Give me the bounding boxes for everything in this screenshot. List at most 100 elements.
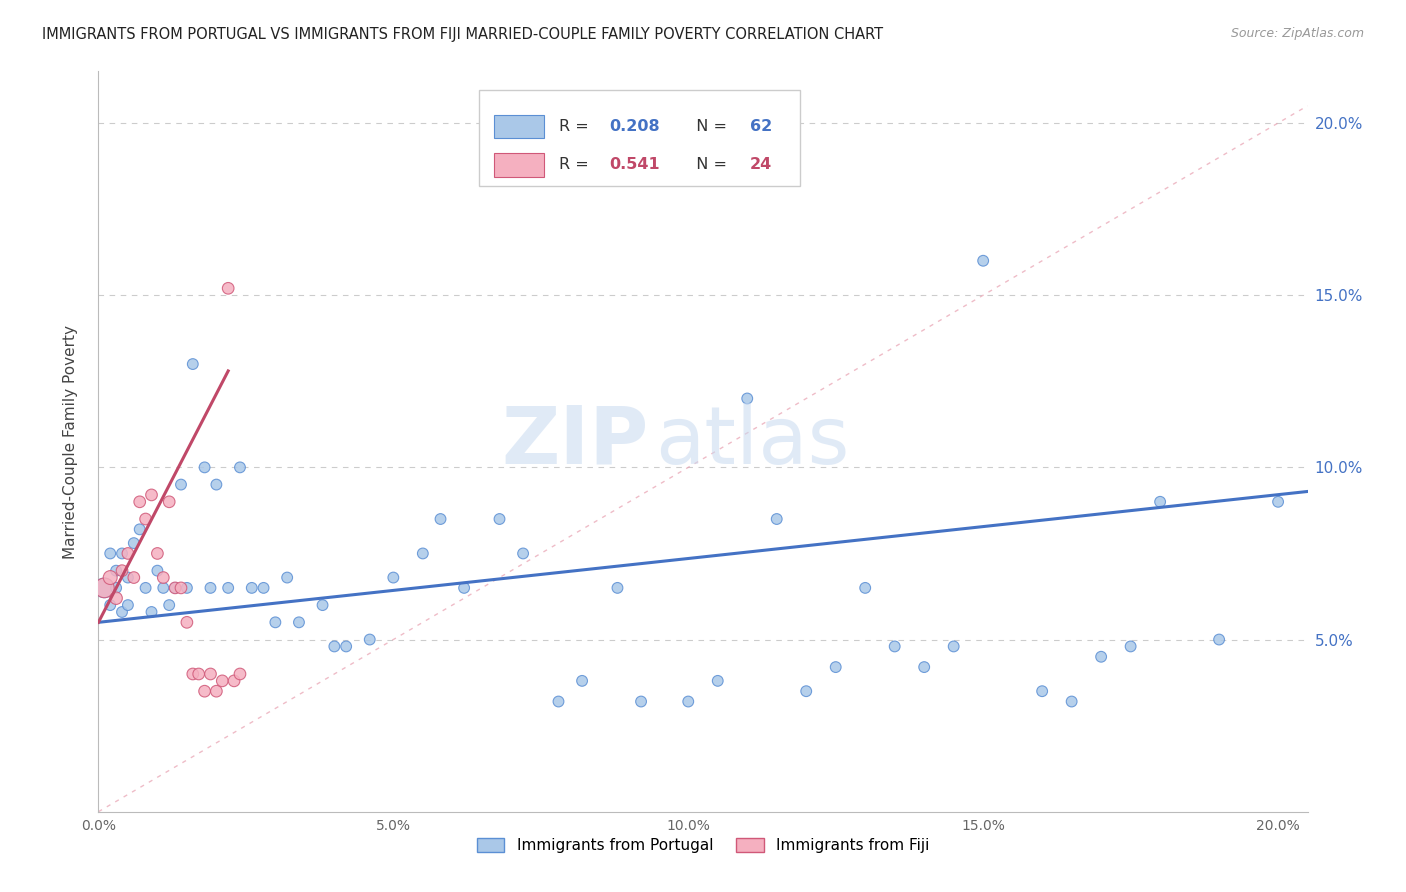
Point [606, 581, 628, 595]
Point [141, 605, 163, 619]
Point [453, 581, 475, 595]
Point [111, 546, 134, 560]
Point [98, 598, 121, 612]
Point [630, 694, 652, 708]
Point [165, 581, 187, 595]
Point [176, 615, 198, 630]
Point [181, 357, 204, 371]
Point [335, 640, 357, 654]
Text: ZIP: ZIP [502, 402, 648, 481]
Point [165, 581, 187, 595]
Point [111, 564, 134, 578]
Point [152, 581, 174, 595]
Point [194, 460, 217, 475]
Text: atlas: atlas [655, 402, 849, 481]
Point [111, 605, 134, 619]
Point [93, 581, 115, 595]
Point [205, 684, 228, 698]
Point [211, 673, 233, 688]
Point [1149, 495, 1171, 509]
Point [311, 598, 333, 612]
Point [135, 512, 157, 526]
Point [128, 495, 150, 509]
Point [240, 581, 263, 595]
Point [146, 546, 169, 560]
Point [972, 253, 994, 268]
Point [412, 546, 434, 560]
Point [735, 392, 758, 406]
Point [200, 667, 222, 681]
Point [706, 673, 728, 688]
Point [187, 667, 209, 681]
Point [252, 581, 274, 595]
Point [117, 546, 139, 560]
Point [678, 694, 700, 708]
Text: N =: N = [686, 158, 731, 172]
Point [1267, 495, 1289, 509]
Point [1119, 640, 1142, 654]
Point [359, 632, 381, 647]
Point [146, 564, 169, 578]
Point [264, 615, 287, 630]
Point [229, 460, 252, 475]
Point [170, 581, 193, 595]
FancyBboxPatch shape [479, 90, 800, 186]
Point [98, 546, 121, 560]
Point [93, 581, 115, 595]
Point [157, 495, 180, 509]
Point [382, 570, 405, 584]
Point [1060, 694, 1083, 708]
Point [176, 581, 198, 595]
Point [512, 546, 534, 560]
Text: IMMIGRANTS FROM PORTUGAL VS IMMIGRANTS FROM FIJI MARRIED-COUPLE FAMILY POVERTY C: IMMIGRANTS FROM PORTUGAL VS IMMIGRANTS F… [42, 27, 883, 42]
Point [141, 488, 163, 502]
Point [105, 564, 128, 578]
Point [488, 512, 510, 526]
Point [105, 591, 128, 606]
Legend: Immigrants from Portugal, Immigrants from Fiji: Immigrants from Portugal, Immigrants fro… [471, 832, 935, 860]
Point [170, 477, 193, 491]
Point [323, 640, 346, 654]
Y-axis label: Married-Couple Family Poverty: Married-Couple Family Poverty [63, 325, 77, 558]
Point [105, 581, 128, 595]
Text: 24: 24 [749, 158, 772, 172]
Point [217, 281, 239, 295]
Text: R =: R = [558, 119, 593, 134]
Point [942, 640, 965, 654]
Point [128, 522, 150, 536]
Point [122, 536, 145, 550]
Point [217, 581, 239, 595]
Point [1031, 684, 1053, 698]
Point [229, 667, 252, 681]
Text: Source: ZipAtlas.com: Source: ZipAtlas.com [1230, 27, 1364, 40]
Text: N =: N = [686, 119, 731, 134]
Point [288, 615, 311, 630]
Point [571, 673, 593, 688]
Point [1090, 649, 1112, 664]
Text: R =: R = [558, 158, 593, 172]
Point [794, 684, 817, 698]
Point [222, 673, 245, 688]
Point [912, 660, 935, 674]
Point [152, 570, 174, 584]
Point [135, 581, 157, 595]
Point [1208, 632, 1230, 647]
Point [276, 570, 298, 584]
Point [853, 581, 876, 595]
Point [200, 581, 222, 595]
Point [157, 598, 180, 612]
Point [194, 684, 217, 698]
Point [429, 512, 451, 526]
Point [117, 570, 139, 584]
Point [98, 570, 121, 584]
Point [824, 660, 846, 674]
Point [122, 570, 145, 584]
Point [883, 640, 905, 654]
Point [117, 598, 139, 612]
Text: 62: 62 [749, 119, 772, 134]
FancyBboxPatch shape [494, 114, 544, 138]
Text: 0.541: 0.541 [609, 158, 659, 172]
Point [765, 512, 787, 526]
Point [205, 477, 228, 491]
FancyBboxPatch shape [494, 153, 544, 177]
